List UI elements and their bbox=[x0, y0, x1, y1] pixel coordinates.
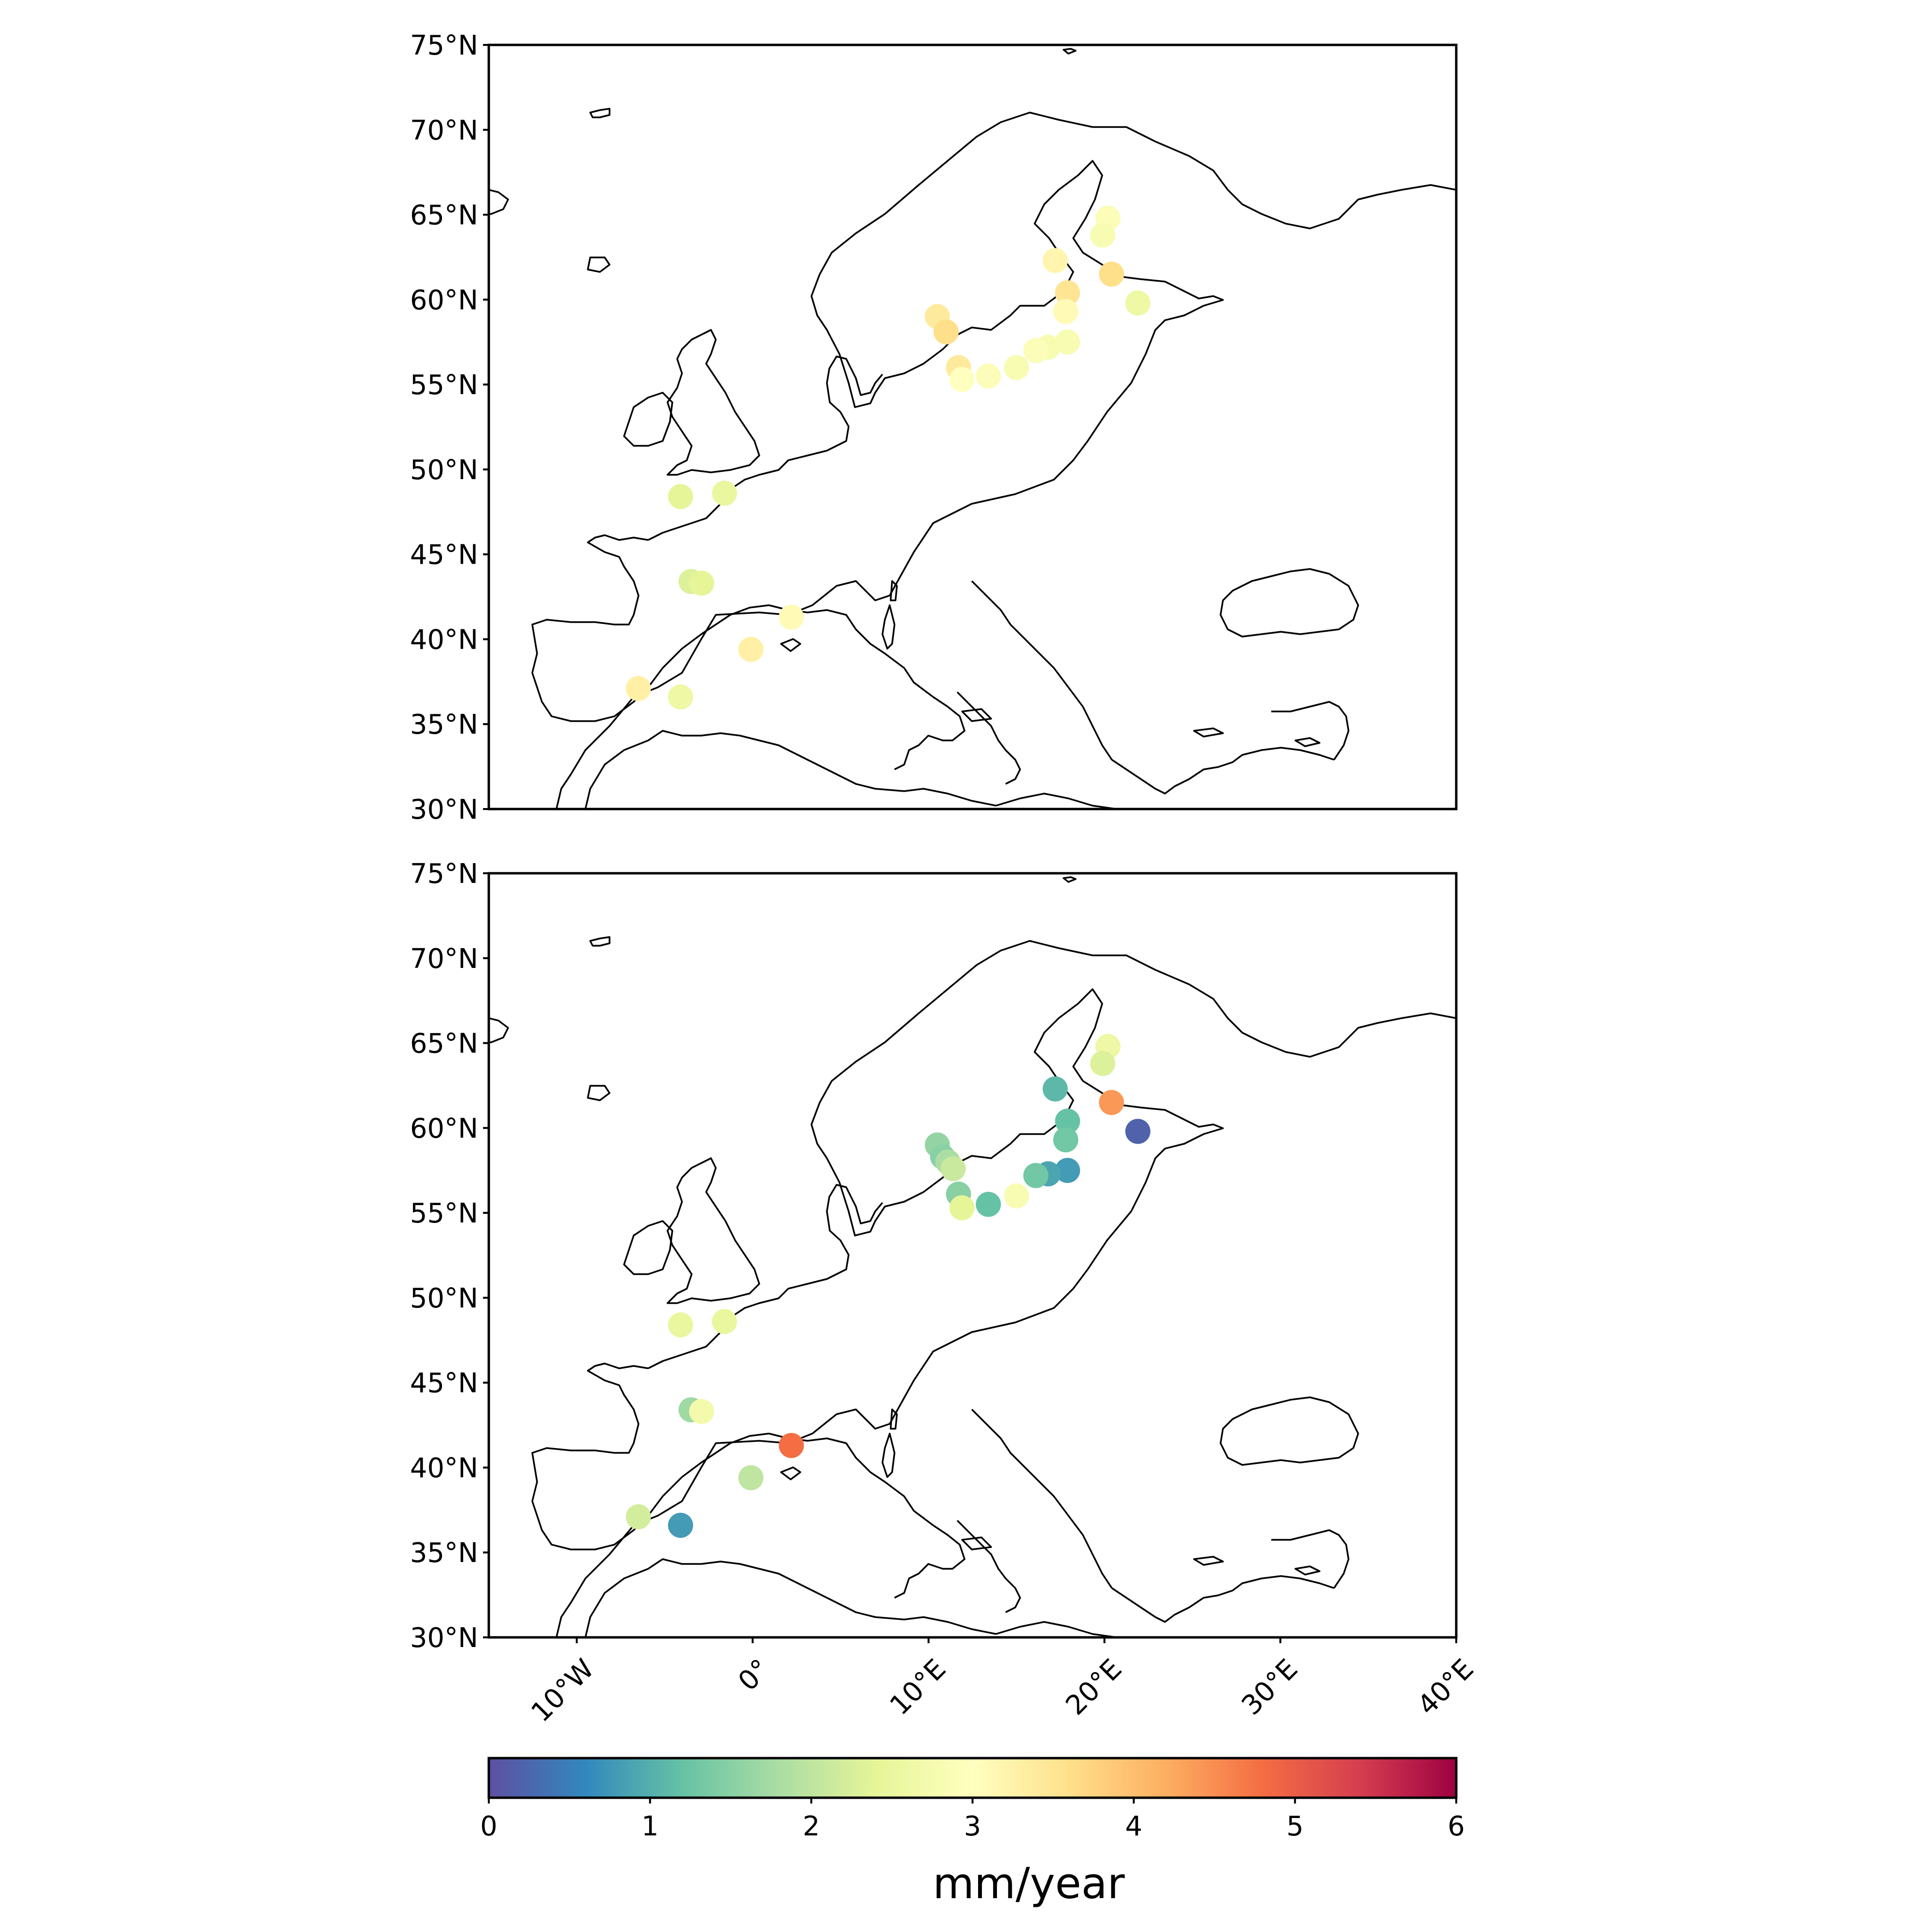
lat-tick-label: 55°N bbox=[410, 1198, 478, 1229]
station-point bbox=[668, 684, 693, 710]
lon-tick-label: 40°E bbox=[1412, 1653, 1480, 1721]
station-point bbox=[1125, 1119, 1151, 1144]
station-point bbox=[625, 1504, 651, 1530]
station-point bbox=[668, 1513, 693, 1538]
colorbar-tick-label: 6 bbox=[1448, 1811, 1465, 1842]
station-point bbox=[1023, 338, 1049, 363]
colorbar-tick-label: 5 bbox=[1286, 1811, 1304, 1842]
station-point bbox=[1023, 1163, 1049, 1188]
lat-tick-label: 60°N bbox=[410, 1113, 478, 1144]
lat-tick-label: 55°N bbox=[410, 369, 478, 401]
lon-tick-label: 20°E bbox=[1060, 1653, 1128, 1721]
station-point bbox=[1099, 1090, 1124, 1115]
station-point bbox=[689, 1399, 714, 1424]
lat-ticks-bottom: 75°N 70°N 65°N 60°N 55°N 50°N 45°N 40°N 35°N 30°N bbox=[410, 858, 489, 1654]
lon-tick-label: 30°E bbox=[1236, 1653, 1304, 1721]
map-panel-top: 75°N 70°N 65°N 60°N 55°N 50°N 45°N 40°N 35°N 30°N bbox=[410, 30, 1458, 825]
lat-tick-label: 40°N bbox=[410, 1452, 478, 1484]
station-point bbox=[1053, 298, 1079, 324]
station-point bbox=[689, 570, 714, 596]
colorbar: 0 1 2 3 4 5 6 mm/year bbox=[480, 1757, 1465, 1908]
station-point bbox=[625, 676, 651, 701]
station-point bbox=[1055, 280, 1080, 306]
lat-tick-label: 60°N bbox=[410, 284, 478, 316]
station-points-top bbox=[625, 205, 1151, 710]
lat-tick-label: 50°N bbox=[410, 1283, 478, 1314]
lat-tick-label: 75°N bbox=[410, 858, 478, 890]
station-point bbox=[779, 1433, 804, 1458]
station-point bbox=[949, 1195, 975, 1221]
station-point bbox=[1042, 1076, 1068, 1102]
station-point bbox=[1055, 1108, 1080, 1134]
lat-tick-label: 35°N bbox=[410, 709, 478, 740]
lat-tick-label: 30°N bbox=[410, 1622, 478, 1654]
colorbar-tick-label: 4 bbox=[1125, 1811, 1143, 1842]
station-point bbox=[1042, 248, 1068, 273]
station-point bbox=[1004, 1183, 1029, 1208]
station-point bbox=[1004, 355, 1029, 380]
lat-tick-label: 65°N bbox=[410, 200, 478, 231]
station-point bbox=[1055, 1158, 1080, 1183]
lat-tick-label: 70°N bbox=[410, 115, 478, 146]
station-point bbox=[1099, 261, 1124, 287]
station-point bbox=[1053, 1127, 1079, 1152]
station-point bbox=[712, 481, 737, 506]
lat-tick-label: 35°N bbox=[410, 1537, 478, 1569]
station-point bbox=[738, 1465, 764, 1491]
station-point bbox=[940, 1156, 966, 1181]
station-point bbox=[1090, 1051, 1115, 1076]
lat-tick-label: 40°N bbox=[410, 624, 478, 655]
lon-tick-label: 10°W bbox=[526, 1653, 600, 1728]
station-point bbox=[1090, 222, 1115, 248]
colorbar-tick-label: 3 bbox=[964, 1811, 981, 1842]
colorbar-tick-label: 2 bbox=[803, 1811, 820, 1842]
lon-tick-label: 10°E bbox=[884, 1653, 952, 1721]
station-point bbox=[1125, 290, 1151, 316]
lon-tick-label: 0° bbox=[732, 1653, 776, 1697]
station-point bbox=[668, 1312, 693, 1338]
colorbar-ticks: 0 1 2 3 4 5 6 bbox=[480, 1798, 1465, 1842]
lat-tick-label: 75°N bbox=[410, 30, 478, 61]
lat-tick-label: 45°N bbox=[410, 540, 478, 571]
station-point bbox=[976, 363, 1001, 389]
station-point bbox=[1055, 329, 1080, 355]
colorbar-label: mm/year bbox=[933, 1859, 1125, 1908]
station-point bbox=[949, 367, 975, 392]
map-panel-bottom: 75°N 70°N 65°N 60°N 55°N 50°N 45°N 40°N 35°N 30°N… bbox=[410, 858, 1480, 1728]
colorbar-tick-label: 0 bbox=[480, 1811, 497, 1842]
station-points-bottom bbox=[625, 1034, 1151, 1538]
station-point bbox=[712, 1309, 737, 1335]
lat-tick-label: 50°N bbox=[410, 455, 478, 486]
lon-ticks-bottom: 10°W 0° 10°E 20°E 30°E 40°E bbox=[526, 1637, 1480, 1728]
station-point bbox=[738, 637, 764, 662]
station-point bbox=[668, 484, 693, 510]
lat-tick-label: 45°N bbox=[410, 1368, 478, 1399]
station-point bbox=[933, 319, 959, 345]
lat-tick-label: 70°N bbox=[410, 943, 478, 975]
colorbar-gradient bbox=[487, 1757, 1458, 1799]
lat-tick-label: 65°N bbox=[410, 1028, 478, 1060]
lat-ticks-top: 75°N 70°N 65°N 60°N 55°N 50°N 45°N 40°N 35°N 30°N bbox=[410, 30, 489, 825]
station-point bbox=[779, 604, 804, 630]
colorbar-tick-label: 1 bbox=[641, 1811, 659, 1842]
station-point bbox=[976, 1192, 1001, 1217]
map-frame-bottom bbox=[487, 872, 1458, 1639]
lat-tick-label: 30°N bbox=[410, 794, 478, 825]
map-frame-top bbox=[487, 43, 1458, 810]
